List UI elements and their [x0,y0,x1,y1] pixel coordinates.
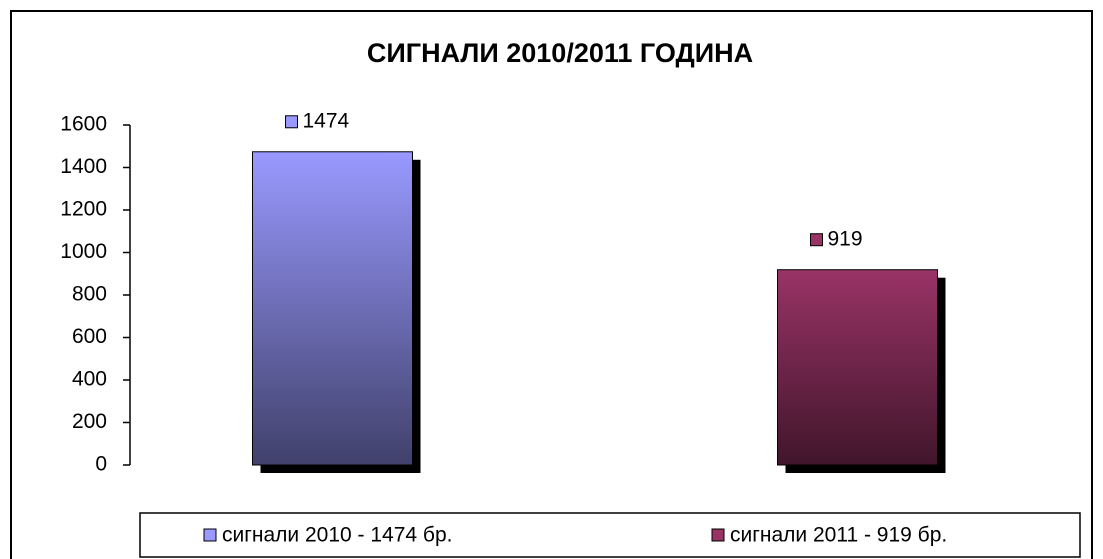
data-label-key [810,233,823,247]
y-tick-label: 200 [72,410,107,433]
y-tick-label: 800 [72,283,107,306]
y-tick-label: 600 [72,325,107,348]
y-tick-label: 0 [95,453,107,476]
bar-shade [777,269,938,465]
data-label-key [285,115,298,129]
y-tick-label: 400 [72,368,107,391]
data-label: 919 [828,227,863,250]
legend-label: сигнали 2010 - 1474 бр. [222,524,452,547]
legend-key [203,528,217,542]
y-tick-label: 1400 [60,155,107,178]
y-tick-label: 1600 [60,113,107,136]
legend-key [711,528,725,542]
data-label: 1474 [303,109,350,132]
bar-shade [252,151,413,465]
legend-label: сигнали 2011 - 919 бр. [730,524,947,547]
chart-title: СИГНАЛИ 2010/2011 ГОДИНА [367,38,753,68]
legend [139,512,1081,558]
y-tick-label: 1200 [60,198,107,221]
y-tick-label: 1000 [60,240,107,263]
